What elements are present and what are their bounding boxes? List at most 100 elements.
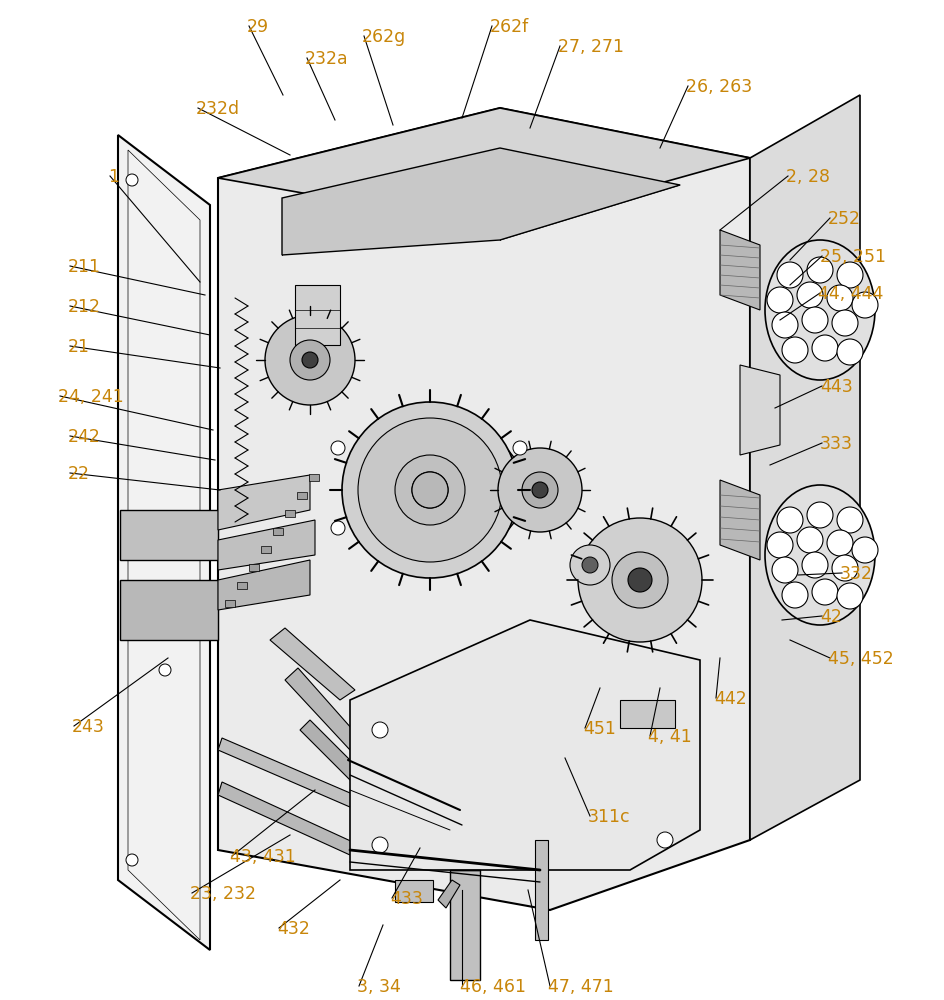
Circle shape <box>412 472 447 508</box>
Circle shape <box>851 537 877 563</box>
Circle shape <box>612 552 667 608</box>
Circle shape <box>831 555 857 581</box>
Text: 47, 471: 47, 471 <box>548 978 613 996</box>
Polygon shape <box>218 560 310 610</box>
Circle shape <box>656 832 672 848</box>
Polygon shape <box>120 580 218 640</box>
Circle shape <box>372 837 388 853</box>
Circle shape <box>801 307 827 333</box>
Text: 311c: 311c <box>587 808 630 826</box>
Text: 44, 444: 44, 444 <box>818 285 883 303</box>
Circle shape <box>771 557 797 583</box>
Text: 262g: 262g <box>362 28 406 46</box>
Text: 29: 29 <box>246 18 269 36</box>
Circle shape <box>806 502 832 528</box>
Circle shape <box>521 472 557 508</box>
Circle shape <box>497 448 582 532</box>
Polygon shape <box>218 738 384 820</box>
Polygon shape <box>218 475 310 530</box>
Circle shape <box>569 545 610 585</box>
Bar <box>261 546 271 553</box>
Text: 42: 42 <box>819 608 841 626</box>
Text: 442: 442 <box>714 690 746 708</box>
Circle shape <box>806 257 832 283</box>
Circle shape <box>796 282 822 308</box>
Text: 252: 252 <box>827 210 860 228</box>
Text: 27, 271: 27, 271 <box>557 38 623 56</box>
Text: 21: 21 <box>68 338 90 356</box>
Circle shape <box>767 287 792 313</box>
Circle shape <box>342 402 517 578</box>
Circle shape <box>811 335 837 361</box>
Circle shape <box>782 337 807 363</box>
Bar <box>248 564 259 571</box>
Text: 212: 212 <box>68 298 101 316</box>
Circle shape <box>372 722 388 738</box>
Circle shape <box>582 557 598 573</box>
Circle shape <box>831 310 857 336</box>
Polygon shape <box>285 668 360 750</box>
Circle shape <box>330 441 345 455</box>
Text: 243: 243 <box>72 718 105 736</box>
Text: 45, 452: 45, 452 <box>827 650 893 668</box>
Polygon shape <box>299 720 390 810</box>
Polygon shape <box>719 480 759 560</box>
Text: 242: 242 <box>68 428 101 446</box>
Circle shape <box>796 527 822 553</box>
Circle shape <box>836 507 862 533</box>
Circle shape <box>395 455 464 525</box>
Bar <box>295 285 340 345</box>
Circle shape <box>776 507 802 533</box>
Polygon shape <box>218 782 355 855</box>
Text: 3, 34: 3, 34 <box>357 978 400 996</box>
Circle shape <box>264 315 355 405</box>
Polygon shape <box>349 620 700 870</box>
Text: 26, 263: 26, 263 <box>685 78 751 96</box>
Text: 333: 333 <box>819 435 852 453</box>
Circle shape <box>358 418 501 562</box>
Circle shape <box>771 312 797 338</box>
Bar <box>273 528 282 535</box>
Polygon shape <box>270 628 355 700</box>
Circle shape <box>836 262 862 288</box>
Circle shape <box>126 174 138 186</box>
Circle shape <box>776 262 802 288</box>
Circle shape <box>801 552 827 578</box>
Circle shape <box>531 482 548 498</box>
Text: 1: 1 <box>108 168 119 186</box>
Circle shape <box>290 340 329 380</box>
Circle shape <box>826 530 852 556</box>
Ellipse shape <box>765 485 874 625</box>
Bar <box>237 582 246 589</box>
Circle shape <box>513 441 527 455</box>
Circle shape <box>578 518 701 642</box>
Circle shape <box>836 339 862 365</box>
Polygon shape <box>719 230 759 310</box>
Circle shape <box>826 285 852 311</box>
Circle shape <box>159 664 171 676</box>
Text: 432: 432 <box>277 920 310 938</box>
Text: 443: 443 <box>819 378 851 396</box>
Circle shape <box>836 583 862 609</box>
Circle shape <box>330 521 345 535</box>
Text: 46, 461: 46, 461 <box>460 978 526 996</box>
Polygon shape <box>118 135 210 950</box>
Polygon shape <box>218 108 750 228</box>
Circle shape <box>126 854 138 866</box>
Polygon shape <box>120 510 218 560</box>
Text: 22: 22 <box>68 465 90 483</box>
Text: 211: 211 <box>68 258 101 276</box>
Text: 232d: 232d <box>195 100 240 118</box>
Polygon shape <box>218 520 314 570</box>
Text: 451: 451 <box>582 720 615 738</box>
Circle shape <box>851 292 877 318</box>
Text: 2, 28: 2, 28 <box>785 168 829 186</box>
Bar <box>296 492 307 499</box>
Ellipse shape <box>765 240 874 380</box>
Polygon shape <box>281 148 680 255</box>
Polygon shape <box>534 840 548 940</box>
Polygon shape <box>739 365 779 455</box>
Polygon shape <box>449 870 480 980</box>
Circle shape <box>767 532 792 558</box>
Text: 433: 433 <box>390 890 422 908</box>
